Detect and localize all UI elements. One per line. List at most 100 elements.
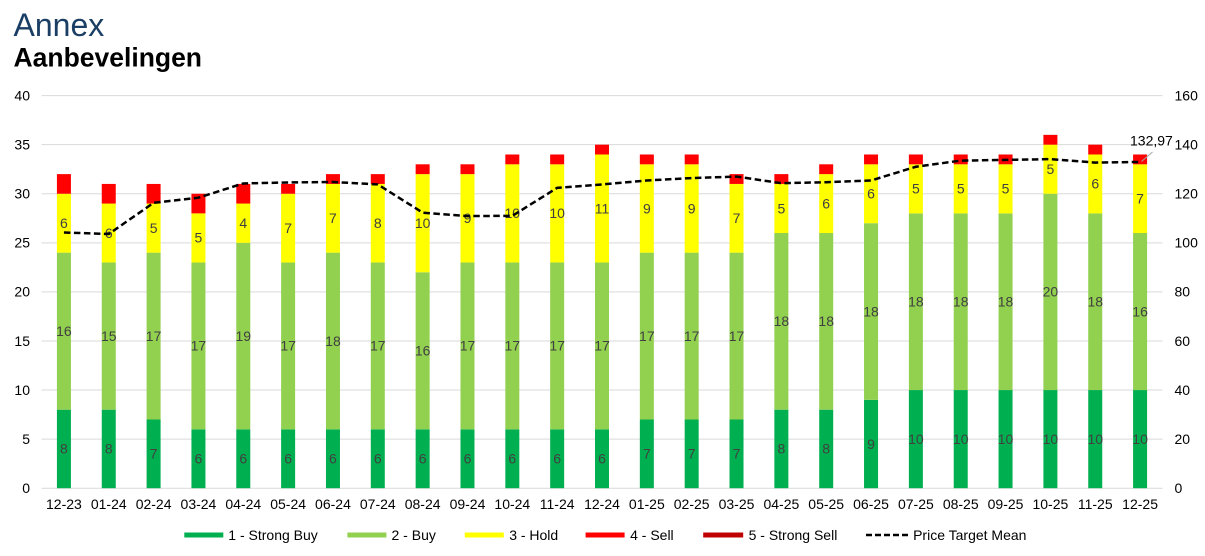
svg-text:16: 16 [56,323,72,339]
svg-text:12-24: 12-24 [584,496,620,512]
svg-text:16: 16 [415,343,431,359]
svg-text:12-25: 12-25 [1122,496,1158,512]
svg-text:7: 7 [329,210,337,226]
svg-text:7: 7 [284,220,292,236]
svg-text:16: 16 [1132,303,1148,319]
svg-text:6: 6 [822,195,830,211]
svg-text:10: 10 [1043,431,1059,447]
svg-text:04-25: 04-25 [763,496,799,512]
svg-text:8: 8 [105,441,113,457]
svg-text:03-25: 03-25 [719,496,755,512]
svg-text:10: 10 [953,431,969,447]
svg-text:01-25: 01-25 [629,496,665,512]
svg-text:02-25: 02-25 [674,496,710,512]
svg-text:17: 17 [191,338,207,354]
svg-text:11: 11 [595,200,610,216]
svg-text:17: 17 [146,328,162,344]
svg-text:6: 6 [374,451,382,467]
svg-text:10-24: 10-24 [494,496,530,512]
svg-text:Annex: Annex [14,7,105,43]
svg-text:9: 9 [688,200,696,216]
svg-text:10: 10 [1132,431,1148,447]
svg-text:6: 6 [508,451,516,467]
svg-text:6: 6 [284,451,292,467]
svg-text:18: 18 [998,294,1014,310]
svg-text:03-24: 03-24 [181,496,217,512]
svg-text:09-24: 09-24 [450,496,486,512]
svg-text:10-25: 10-25 [1032,496,1068,512]
svg-text:7: 7 [1136,190,1144,206]
svg-text:17: 17 [684,328,700,344]
svg-text:20: 20 [14,284,30,300]
svg-text:18: 18 [953,294,969,310]
svg-text:60: 60 [1175,333,1191,349]
svg-text:20: 20 [1043,284,1059,300]
svg-text:0: 0 [22,480,30,496]
svg-text:8: 8 [822,441,830,457]
svg-text:6: 6 [329,451,337,467]
svg-text:06-24: 06-24 [315,496,351,512]
svg-text:17: 17 [549,338,565,354]
svg-text:3 - Hold: 3 - Hold [509,527,558,543]
svg-text:160: 160 [1175,87,1199,103]
svg-text:11-25: 11-25 [1078,496,1113,512]
svg-text:5: 5 [777,200,785,216]
svg-text:Price Target Mean: Price Target Mean [913,527,1026,543]
svg-text:7: 7 [688,446,696,462]
svg-text:18: 18 [1087,294,1103,310]
svg-text:18: 18 [774,313,790,329]
svg-text:7: 7 [150,446,158,462]
svg-text:18: 18 [863,303,879,319]
svg-text:07-24: 07-24 [360,496,396,512]
svg-text:19: 19 [235,328,251,344]
svg-text:05-25: 05-25 [808,496,844,512]
svg-text:08-25: 08-25 [943,496,979,512]
svg-text:7: 7 [643,446,651,462]
svg-text:6: 6 [598,451,606,467]
svg-text:40: 40 [1175,382,1191,398]
svg-text:100: 100 [1175,235,1199,251]
svg-text:06-25: 06-25 [853,496,889,512]
svg-text:17: 17 [594,338,610,354]
svg-text:17: 17 [460,338,476,354]
svg-text:2 - Buy: 2 - Buy [392,527,436,543]
svg-text:4 - Sell: 4 - Sell [630,527,674,543]
svg-text:6: 6 [195,451,203,467]
svg-text:10: 10 [998,431,1014,447]
svg-text:17: 17 [639,328,655,344]
svg-text:6: 6 [553,451,561,467]
svg-text:5: 5 [957,181,965,197]
svg-text:Aanbevelingen: Aanbevelingen [14,43,203,73]
svg-text:17: 17 [505,338,521,354]
svg-text:02-24: 02-24 [136,496,172,512]
svg-text:5: 5 [912,181,920,197]
svg-text:9: 9 [464,210,472,226]
svg-text:20: 20 [1175,431,1191,447]
svg-text:18: 18 [818,313,834,329]
svg-text:18: 18 [325,333,341,349]
svg-text:18: 18 [908,294,924,310]
svg-text:35: 35 [14,136,30,152]
svg-text:5: 5 [150,220,158,236]
svg-text:01-24: 01-24 [91,496,127,512]
svg-text:8: 8 [60,441,68,457]
svg-text:10: 10 [14,382,30,398]
svg-text:9: 9 [867,436,875,452]
svg-text:8: 8 [374,215,382,231]
svg-text:09-25: 09-25 [988,496,1024,512]
svg-text:10: 10 [415,215,431,231]
svg-text:6: 6 [1091,176,1099,192]
svg-text:17: 17 [280,338,296,354]
svg-text:5: 5 [1002,181,1010,197]
svg-text:05-24: 05-24 [270,496,306,512]
svg-text:5: 5 [22,431,30,447]
svg-text:4: 4 [239,215,247,231]
svg-text:80: 80 [1175,284,1191,300]
svg-text:0: 0 [1175,480,1183,496]
svg-text:12-23: 12-23 [46,496,82,512]
svg-text:17: 17 [729,328,745,344]
svg-text:04-24: 04-24 [225,496,261,512]
svg-text:25: 25 [14,235,30,251]
svg-text:17: 17 [370,338,386,354]
svg-text:8: 8 [777,441,785,457]
